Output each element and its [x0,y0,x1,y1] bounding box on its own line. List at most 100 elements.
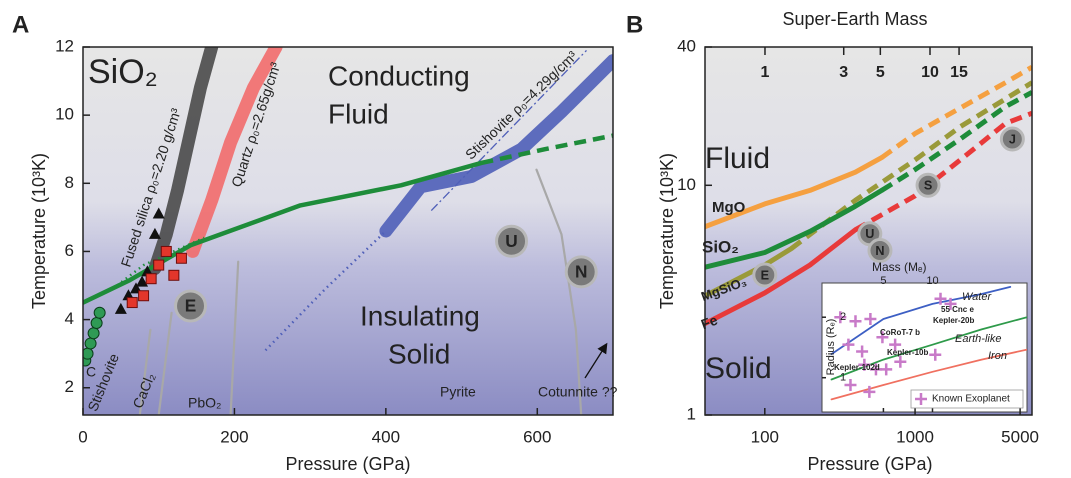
data-point [934,292,947,305]
annotation: CoRoT-7 b [880,328,920,337]
series-line [83,160,484,305]
annotation: Conducting [328,60,470,91]
series-line [116,236,205,287]
annotation: Solid [705,352,772,385]
series-line [705,155,885,230]
y-tick-label: 8 [65,173,74,192]
planet-label: E [185,296,197,316]
y-axis-label: Temperature (10³K) [657,153,677,309]
data-point [842,338,855,351]
data-point [889,338,902,351]
series-line [830,348,1027,401]
data-point [175,252,187,264]
data-point [153,259,165,271]
series-line [705,227,858,327]
series-line [430,49,587,212]
legend-label: Known Exoplanet [932,394,1010,405]
annotation: Solid [388,338,450,369]
x-axis-label: Pressure (GPa) [807,454,932,474]
data-point [844,378,857,391]
series-label: Water [962,291,992,303]
series-line [157,311,173,415]
x2-tick-label: 5 [876,64,885,81]
planet-label: E [761,268,769,282]
planet-label: N [875,244,884,258]
annotation: Insulating [360,300,480,331]
chart-title: SiO₂ [88,53,158,91]
data-point [834,311,847,324]
planet [867,238,893,264]
y-tick-label: 40 [677,36,696,55]
series-line [379,54,613,238]
x-tick-label: 100 [751,427,779,446]
series-label: Fe [699,312,720,333]
panel-a-frame [82,46,614,416]
data-point [87,327,100,340]
legend-swatch [915,393,927,405]
planet-label: J [1009,132,1016,146]
arrow [584,342,608,379]
data-point [93,306,106,319]
y-tick-label: 12 [55,36,74,55]
annotation: 55 Cnc e [941,305,974,314]
series-label: MgO [712,199,746,216]
panel-a-plot: E U N [83,47,613,415]
x-tick-label: 0 [78,427,87,446]
chart-title: Super-Earth Mass [782,9,927,29]
series-line [264,230,387,352]
series-line [830,316,1027,381]
series-line [138,328,152,415]
y-axis-label: Radius (Rₑ) [825,319,837,376]
x-axis-label: Pressure (GPa) [285,454,410,474]
panel-b-frame [704,46,1033,416]
planet [999,126,1025,152]
panel-b-plot: E UN S J [705,64,1032,327]
planet-label: S [924,179,932,193]
planet-label: U [505,231,517,251]
data-point [145,273,157,285]
data-point [84,337,97,350]
planet [495,224,529,258]
planet-label: U [865,227,874,241]
data-point [880,363,893,376]
annotation: Fluid [705,142,770,175]
y-tick-label: 6 [65,241,74,260]
data-point [126,297,138,309]
series-line [229,260,240,415]
y-tick-label: 1 [687,404,696,423]
series-line [880,90,1032,193]
x-tick-label: 5 [880,275,886,287]
x-tick-label: 5000 [1001,427,1039,446]
data-point [864,312,877,325]
planet [564,255,598,289]
series-line [148,47,219,275]
data-point [168,269,180,281]
y-tick-label: 10 [55,105,74,124]
series-line [830,286,1012,355]
x-tick-label: 200 [220,427,248,446]
data-point [90,317,103,329]
x-tick-label: 10 [926,275,938,287]
annotation: Kepler-10b [887,348,928,357]
planet [915,172,941,198]
x2-tick-label: 1 [761,64,770,81]
annotation: PbO₂ [188,395,221,411]
series-line [789,80,1032,251]
data-point [160,245,172,257]
data-point [863,385,876,398]
y-tick-label: 10 [677,175,696,194]
data-point [148,227,161,239]
data-point [869,363,882,376]
x-axis-label: Mass (Mₑ) [872,260,926,274]
planet [174,289,208,323]
data-point [858,358,871,371]
annotation: Pyrite [440,384,476,400]
legend-box [910,389,1024,409]
y-axis-label: Temperature (10³K) [29,153,49,309]
series-line [854,110,1032,232]
x-tick-label: 400 [372,427,400,446]
y-tick-label: 1 [840,372,846,384]
y-tick-label: 2 [840,311,846,323]
planet-label: N [575,261,587,281]
